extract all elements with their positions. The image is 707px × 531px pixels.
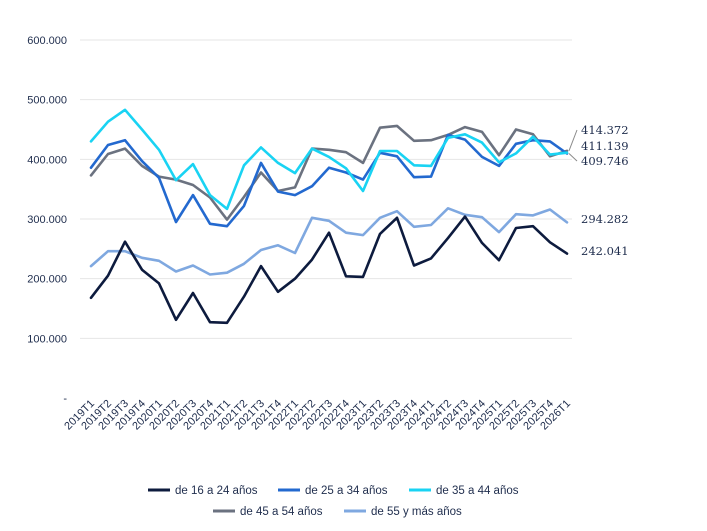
series-line-4 <box>89 207 569 276</box>
end-value-label: 242.041 <box>581 244 629 258</box>
legend: de 16 a 24 años de 25 a 34 años de 35 a 44… <box>148 485 519 518</box>
end-value-label: 414.372 <box>581 123 629 137</box>
series-line-3 <box>89 124 569 221</box>
y-tick-label: 200.000 <box>27 274 67 286</box>
end-value-label: 294.282 <box>581 212 629 226</box>
series-lines <box>89 108 569 325</box>
end-value-label: 411.139 <box>581 139 629 153</box>
y-tick-label: 400.000 <box>27 154 67 166</box>
y-axis: - 100.000 200.000 300.000 400.000 500.000 600.… <box>27 35 67 405</box>
gridlines <box>80 39 572 339</box>
y-tick-label: 300.000 <box>27 214 67 226</box>
legend-label-1: de 25 a 34 años <box>305 485 388 497</box>
legend-label-4: de 55 y más años <box>371 506 462 518</box>
legend-label-2: de 35 a 44 años <box>436 485 519 497</box>
end-label-leader <box>568 129 578 151</box>
end-label-leader <box>568 153 578 162</box>
x-axis: 2019T12019T22019T32019T42020T12020T22020… <box>62 398 573 433</box>
legend-label-3: de 45 a 54 años <box>240 506 323 518</box>
y-tick-label: 600.000 <box>27 35 67 47</box>
y-tick-label: - <box>63 393 67 405</box>
legend-label-0: de 16 a 24 años <box>175 485 258 497</box>
series-line-2 <box>89 108 569 211</box>
series-line-0 <box>89 215 569 325</box>
end-value-label: 409.746 <box>581 154 629 168</box>
y-tick-label: 100.000 <box>27 333 67 345</box>
y-tick-label: 500.000 <box>27 95 67 107</box>
series-line-1 <box>89 133 569 228</box>
